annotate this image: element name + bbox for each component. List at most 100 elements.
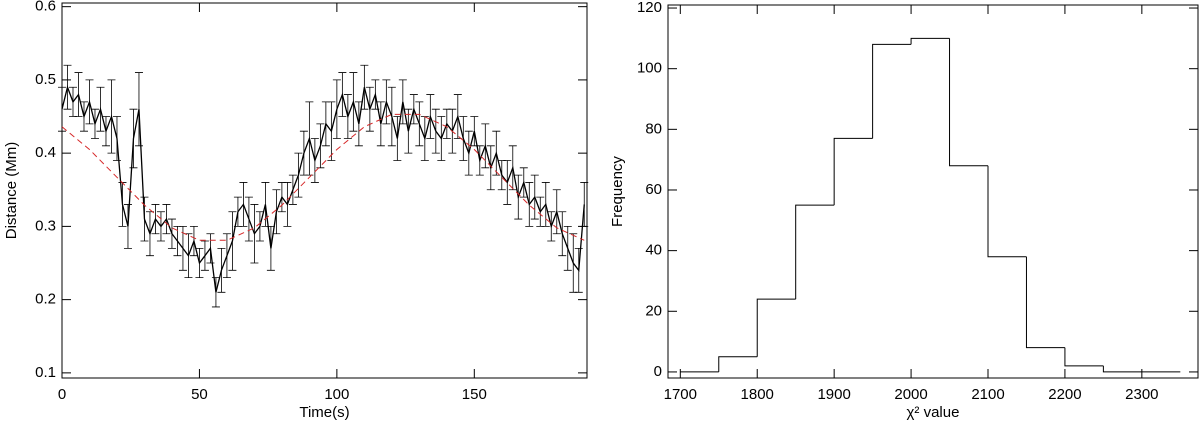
error-bar (200, 240, 209, 271)
data-line (61, 85, 585, 293)
error-bar (398, 79, 407, 125)
histogram-bar (1025, 256, 1065, 349)
error-bar (167, 218, 176, 249)
error-bar (239, 182, 248, 227)
histogram-bar (795, 204, 835, 300)
y-tick-label: 80 (645, 120, 662, 137)
error-bar (360, 64, 369, 110)
x-tick-label: 2200 (1048, 386, 1081, 403)
panel: 1700 1800 1900 2000 2100 2200 2300 0 20 40 60 80 100… (609, 0, 1199, 421)
x-tick-label: 1900 (817, 386, 850, 403)
error-bar (541, 182, 550, 227)
error-bar (503, 160, 512, 205)
error-bar (327, 101, 336, 161)
error-bar (310, 138, 319, 183)
error-bar (272, 189, 281, 235)
plot-frame (667, 4, 1199, 379)
error-bar (68, 86, 77, 117)
error-bar (514, 174, 523, 220)
error-bar (404, 108, 413, 154)
panel: 0 50 100 150 0.1 0.2 0.3 0.4 0.5 0.6 Time(s) Distan… (3, 0, 589, 421)
error-bar (283, 182, 292, 227)
error-bar (558, 211, 567, 257)
error-bar (492, 130, 501, 176)
y-tick-label: 60 (645, 181, 662, 198)
y-axis-label: Frequency (609, 156, 626, 227)
error-bar (96, 86, 105, 132)
error-bar (508, 145, 517, 191)
error-bar (211, 277, 220, 308)
error-bar (464, 130, 473, 176)
error-bar (101, 116, 110, 147)
error-bar (563, 225, 572, 271)
error-bar (140, 196, 149, 242)
y-tick-label: 0.1 (35, 364, 56, 381)
error-bar (343, 94, 352, 139)
histogram-bar (1064, 347, 1104, 367)
error-bar (151, 204, 160, 235)
error-bar (261, 182, 270, 227)
error-bar (431, 108, 440, 154)
error-bar (547, 211, 556, 242)
x-tick-label: 2100 (971, 386, 1004, 403)
y-tick-label: 20 (645, 302, 662, 319)
error-bar (332, 79, 341, 139)
error-bar (217, 247, 226, 293)
error-bar (244, 196, 253, 242)
error-bar (85, 79, 94, 125)
error-bar (294, 152, 303, 198)
error-bar (525, 182, 534, 227)
error-bar (459, 116, 468, 161)
y-tick-label: 0.4 (35, 144, 56, 161)
error-bar (162, 204, 171, 235)
histogram-bar (756, 298, 796, 357)
error-bar (123, 204, 132, 249)
x-tick-label: 0 (58, 386, 66, 403)
x-tick-label: 2000 (894, 386, 927, 403)
histogram-bar (949, 38, 988, 167)
x-tick-label: 150 (462, 386, 487, 403)
error-bar (250, 204, 259, 264)
y-tick-label: 120 (637, 0, 662, 16)
error-bar (277, 182, 286, 213)
error-bar (376, 101, 385, 147)
error-bar (134, 72, 143, 147)
y-tick-label: 0.3 (35, 217, 56, 234)
error-bar (189, 225, 198, 257)
error-bar (536, 196, 545, 227)
y-tick-label: 0.2 (35, 291, 56, 308)
error-bar (569, 233, 578, 293)
x-tick-label: 100 (324, 386, 349, 403)
error-bar (288, 174, 297, 205)
error-bar (574, 247, 583, 293)
x-tick-label: 2300 (1125, 386, 1158, 403)
error-bar (90, 108, 99, 139)
error-bar (349, 72, 358, 132)
x-axis-label: χ² value (907, 404, 960, 421)
error-bar (338, 72, 347, 117)
error-bar (107, 79, 116, 154)
error-bar (475, 145, 484, 176)
error-bar (426, 94, 435, 139)
error-bar (371, 79, 380, 110)
error-bar (354, 101, 363, 147)
histogram-bar (833, 137, 873, 206)
y-tick-label: 0.5 (35, 71, 56, 88)
error-bar (195, 247, 204, 279)
x-tick-label: 50 (191, 386, 208, 403)
plot-frame (61, 2, 588, 379)
x-tick-label: 1700 (664, 386, 697, 403)
error-bar (316, 123, 325, 169)
error-bar (129, 108, 138, 169)
histogram-bar (987, 165, 1027, 258)
x-axis-label: Time(s) (299, 404, 349, 421)
error-bar (442, 108, 451, 139)
error-bar (228, 211, 237, 271)
histogram-bar (872, 43, 912, 139)
y-tick-label: 40 (645, 242, 662, 259)
error-bar (79, 101, 88, 132)
error-bar (112, 116, 121, 161)
histogram-bar (1102, 365, 1142, 373)
error-bar (266, 225, 275, 271)
